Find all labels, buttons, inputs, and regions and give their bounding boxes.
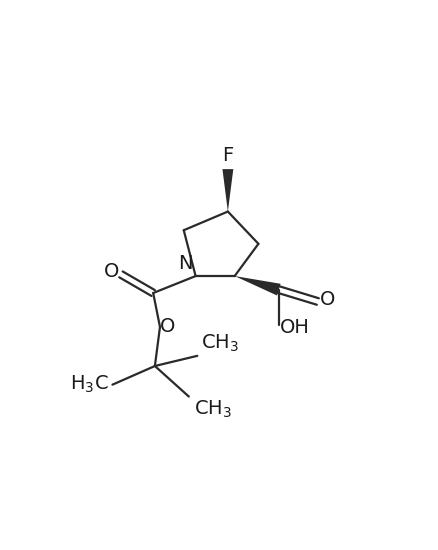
Text: O: O <box>320 290 335 309</box>
Text: CH$_3$: CH$_3$ <box>201 333 239 354</box>
Text: N: N <box>178 254 192 273</box>
Text: OH: OH <box>280 318 310 338</box>
Text: CH$_3$: CH$_3$ <box>194 398 232 420</box>
Text: F: F <box>222 146 233 165</box>
Polygon shape <box>223 169 233 212</box>
Polygon shape <box>235 276 281 295</box>
Text: O: O <box>160 317 175 336</box>
Text: O: O <box>104 262 119 281</box>
Text: H$_3$C: H$_3$C <box>70 374 108 395</box>
